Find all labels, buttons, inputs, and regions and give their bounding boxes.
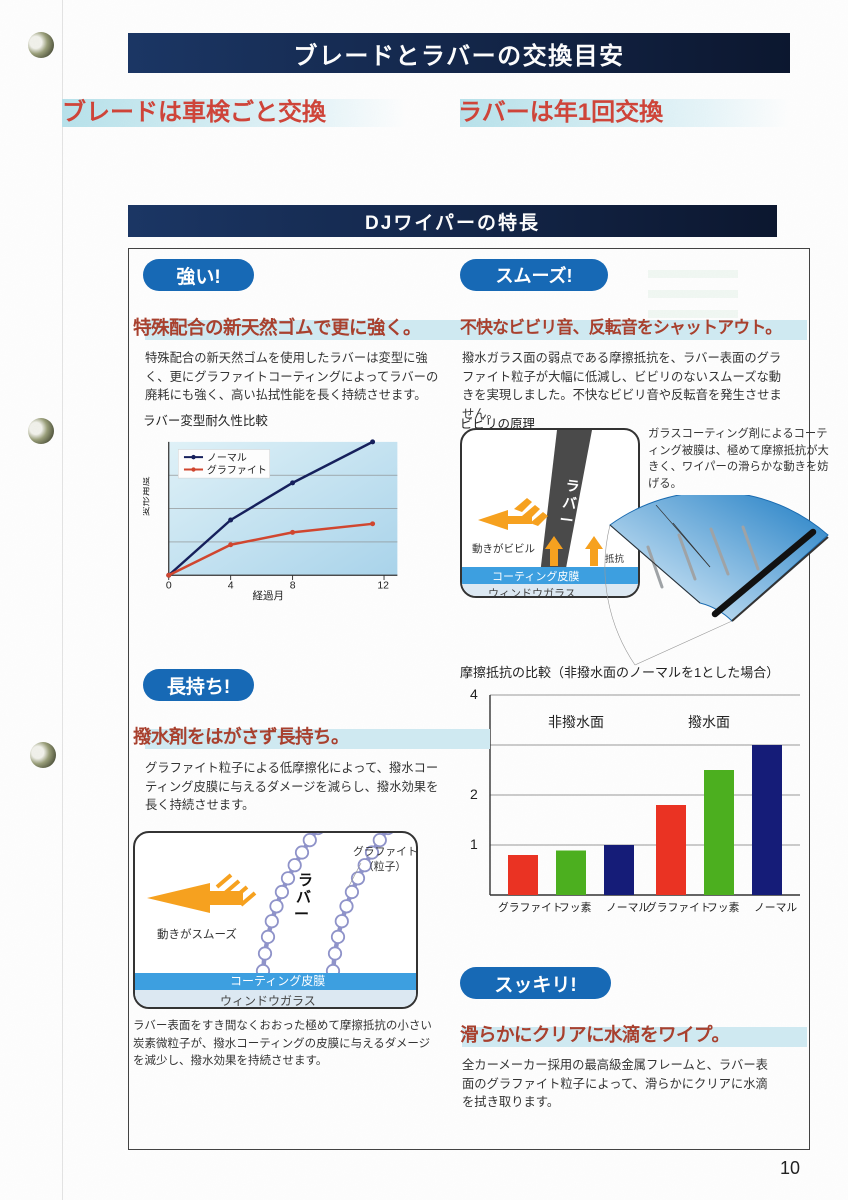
svg-text:グラファイト: グラファイト [207, 463, 267, 476]
svg-text:ノーマル: ノーマル [606, 902, 649, 914]
svg-text:動きがビビル: 動きがビビル [472, 542, 535, 555]
svg-text:フッ素: フッ素 [559, 901, 592, 914]
svg-text:ラ: ラ [298, 872, 313, 889]
svg-text:ノーマル: ノーマル [207, 453, 247, 464]
svg-text:4: 4 [228, 581, 234, 592]
svg-text:フッ素: フッ素 [707, 901, 740, 914]
svg-text:ウィンドウガラス: ウィンドウガラス [220, 994, 316, 1008]
svg-text:コーティング皮膜: コーティング皮膜 [492, 569, 579, 583]
svg-text:非撥水面: 非撥水面 [548, 714, 604, 730]
svg-text:動きがスムーズ: 動きがスムーズ [157, 927, 237, 941]
svg-text:バ: バ [562, 494, 578, 512]
svg-text:（粒子）: （粒子） [363, 859, 406, 873]
svg-text:バ: バ [296, 889, 311, 906]
svg-text:ラ: ラ [565, 477, 581, 495]
svg-text:ウィンドウガラス: ウィンドウガラス [488, 587, 576, 598]
svg-text:2: 2 [470, 786, 478, 802]
svg-text:1: 1 [470, 836, 478, 852]
svg-text:ー: ー [559, 511, 575, 529]
svg-text:ノーマル: ノーマル [754, 902, 797, 914]
svg-text:4: 4 [470, 686, 478, 702]
svg-text:経過月: 経過月 [253, 589, 284, 602]
svg-text:グラファイト: グラファイト [353, 844, 418, 858]
svg-text:撥水面: 撥水面 [688, 714, 730, 730]
svg-text:12: 12 [377, 581, 389, 592]
svg-text:変形角度: 変形角度 [143, 476, 152, 516]
svg-text:ー: ー [294, 906, 309, 923]
svg-text:グラファイト: グラファイト [498, 900, 563, 914]
svg-text:8: 8 [290, 581, 296, 592]
svg-text:0: 0 [166, 581, 172, 592]
svg-text:グラファイト: グラファイト [646, 900, 711, 914]
svg-text:コーティング皮膜: コーティング皮膜 [230, 974, 325, 988]
